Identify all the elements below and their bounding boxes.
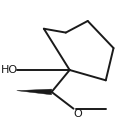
Text: HO: HO (1, 65, 18, 75)
Text: O: O (73, 109, 82, 119)
Polygon shape (17, 89, 52, 95)
